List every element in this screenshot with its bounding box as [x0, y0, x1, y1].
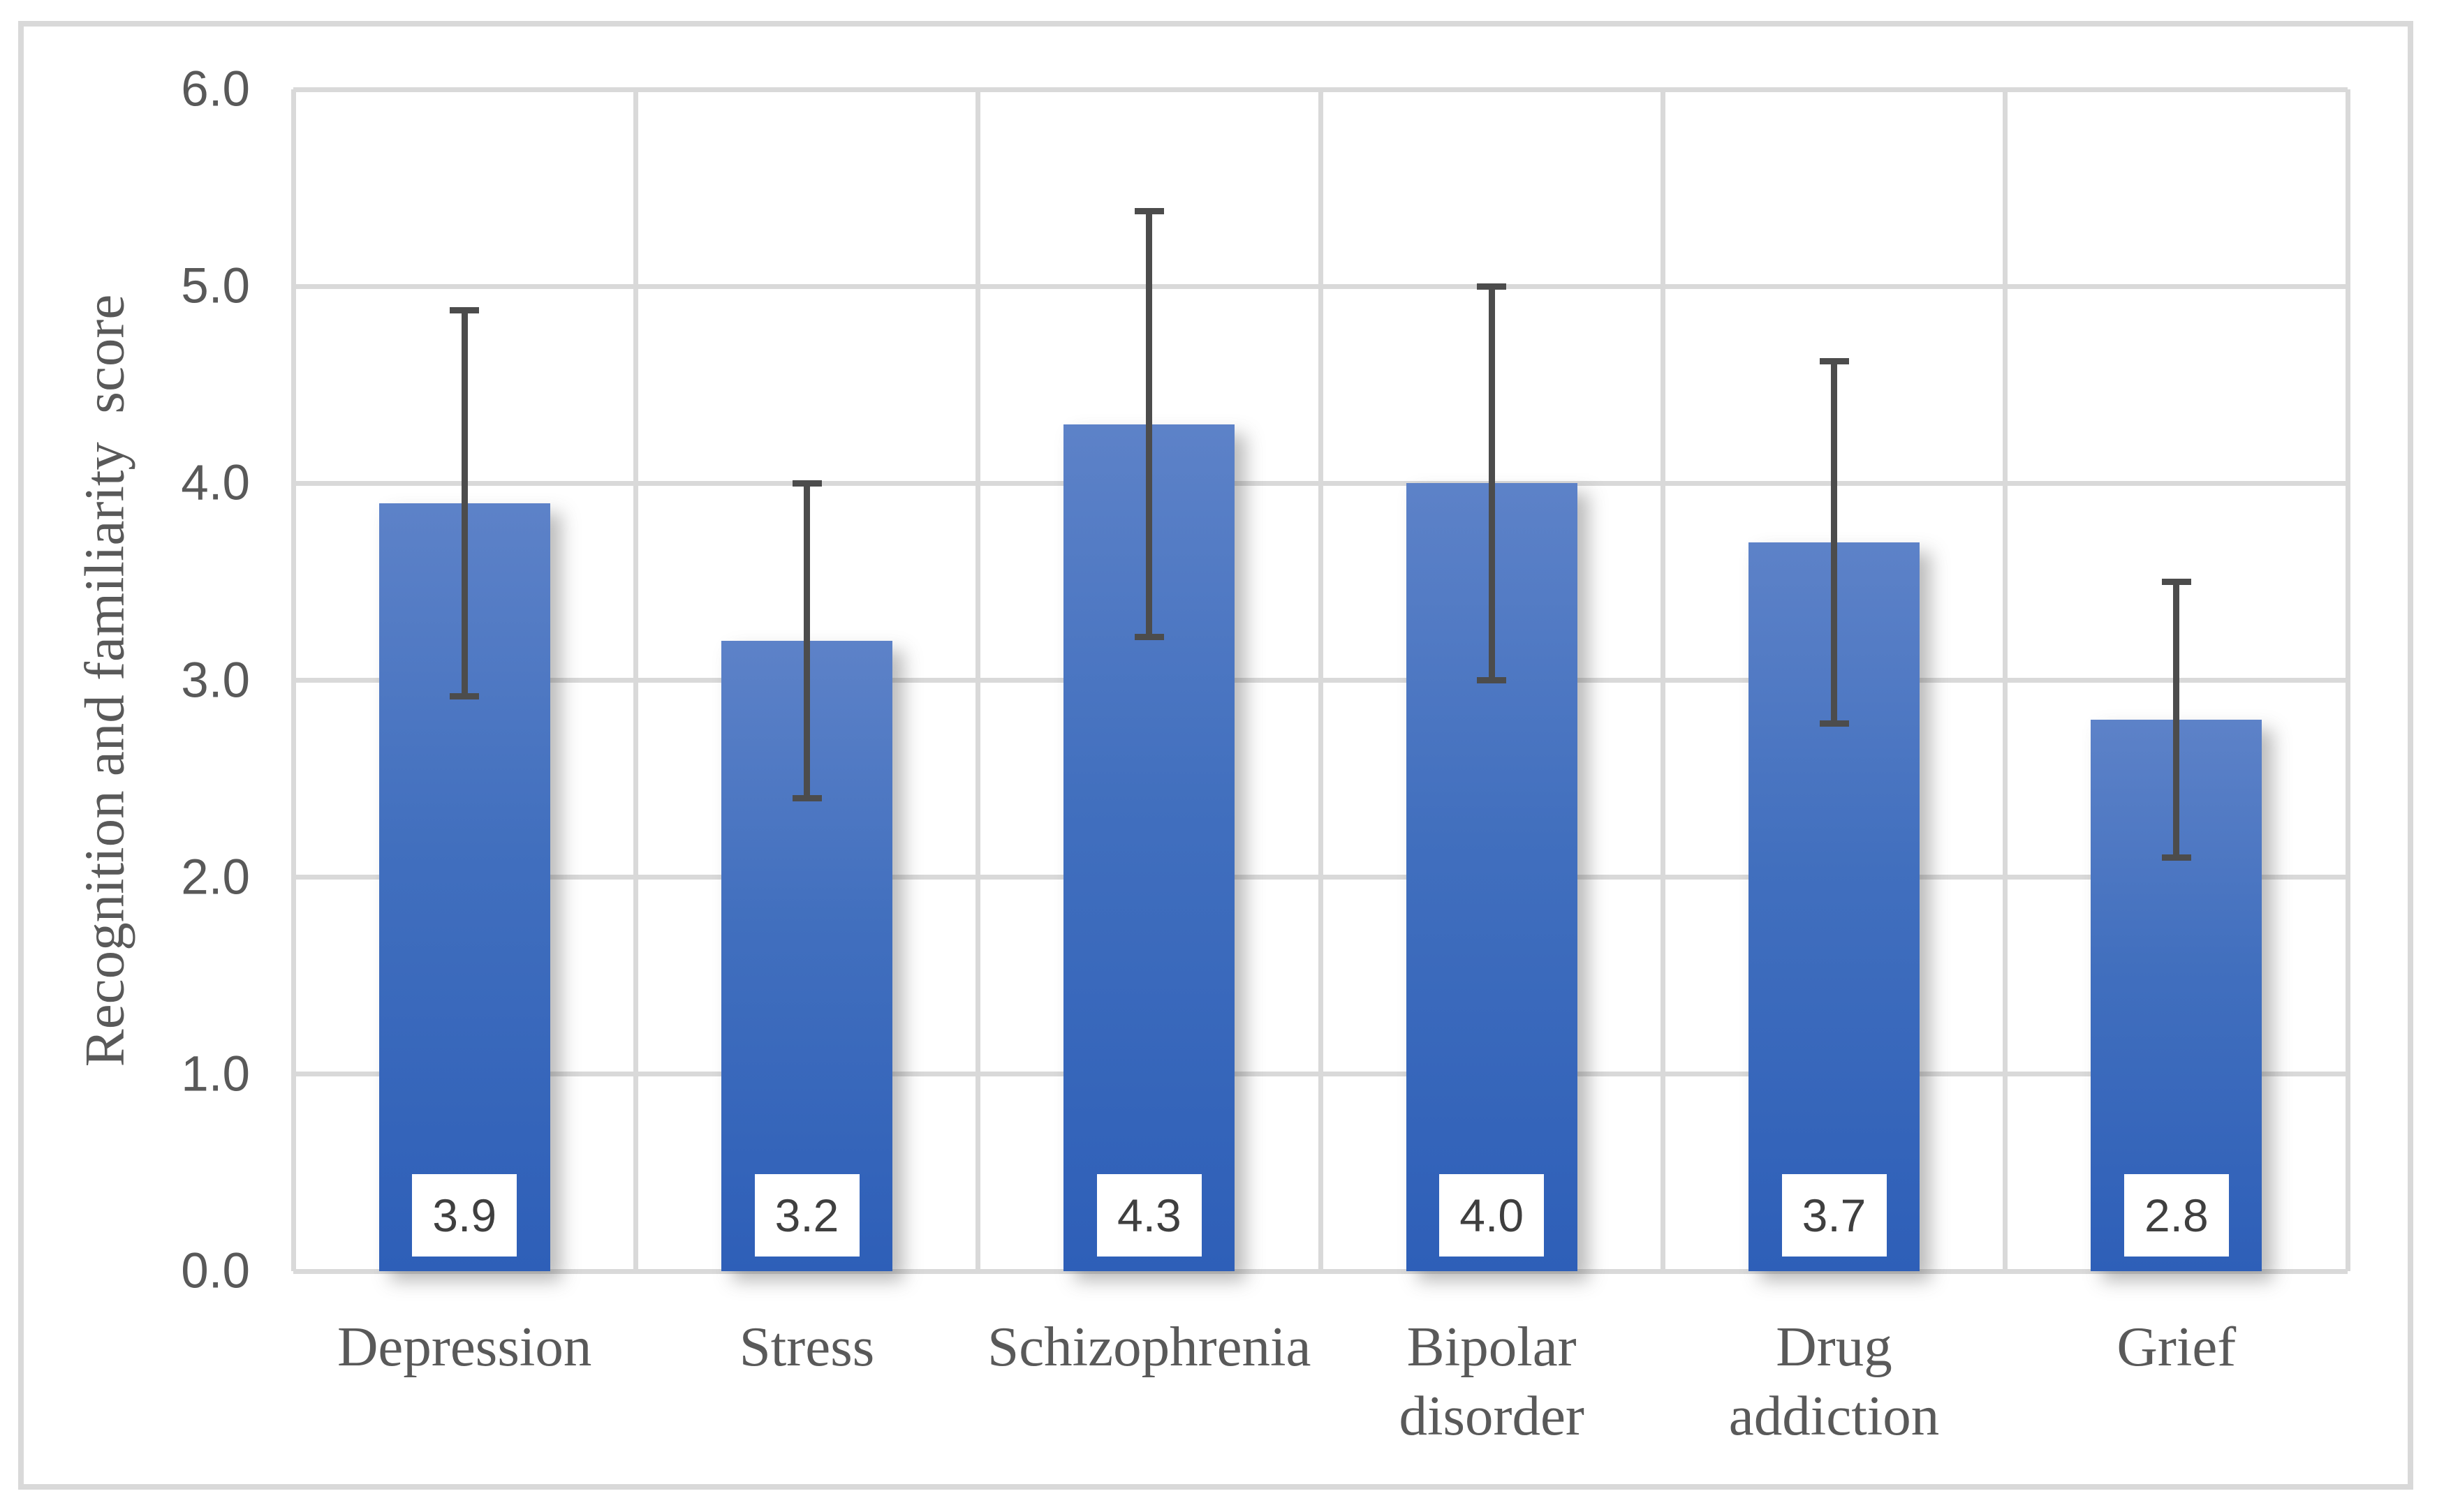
error-bar-bottom-cap [2161, 854, 2191, 861]
x-axis-category-label: Schizophrenia [987, 1315, 1311, 1378]
y-axis-tick-label: 5.0 [181, 258, 250, 314]
y-axis-tick-label: 2.0 [181, 850, 250, 905]
x-axis-category-label: Drug addiction [1728, 1315, 1940, 1447]
vertical-gridline [290, 89, 296, 1271]
error-bar-bottom-cap [1134, 633, 1164, 640]
vertical-gridline [1660, 89, 1665, 1271]
error-bar-stem [1831, 361, 1837, 724]
error-bar-stem [1488, 286, 1495, 681]
x-axis-category-label: Stress [739, 1315, 875, 1378]
horizontal-gridline [293, 1268, 2348, 1274]
error-bar-bottom-cap [450, 692, 480, 699]
x-axis-category-label: Grief [2116, 1315, 2237, 1378]
y-axis-tick-label: 0.0 [181, 1243, 250, 1299]
vertical-gridline [975, 89, 981, 1271]
y-axis-tick-label: 1.0 [181, 1046, 250, 1102]
error-bar-bottom-cap [1477, 677, 1507, 683]
x-axis-category-label: Bipolar disorder [1399, 1315, 1584, 1447]
error-bar-stem [804, 483, 810, 799]
x-axis-category-label: Depression [337, 1315, 592, 1378]
bar-value-label: 4.3 [1096, 1174, 1202, 1257]
vertical-gridline [2003, 89, 2008, 1271]
error-bar-bottom-cap [1819, 720, 1849, 727]
error-bar-top-cap [1134, 208, 1164, 215]
error-bar-top-cap [1477, 283, 1507, 290]
bar-value-label: 3.9 [412, 1174, 517, 1257]
error-bar-bottom-cap [792, 795, 822, 802]
error-bar-top-cap [792, 480, 822, 487]
error-bar-top-cap [2161, 578, 2191, 585]
bar-value-label: 3.7 [1781, 1174, 1887, 1257]
error-bar-stem [1146, 211, 1153, 637]
vertical-gridline [633, 89, 638, 1271]
vertical-gridline [2345, 89, 2350, 1271]
error-bar-stem [461, 310, 468, 697]
error-bar-stem [2173, 581, 2180, 858]
bar-value-label: 2.8 [2123, 1174, 2229, 1257]
error-bar-top-cap [450, 306, 480, 313]
y-axis-tick-label: 4.0 [181, 455, 250, 511]
bar-value-label: 3.2 [754, 1174, 860, 1257]
y-axis-tick-label: 3.0 [181, 653, 250, 708]
y-axis-tick-label: 6.0 [181, 61, 250, 117]
vertical-gridline [1318, 89, 1323, 1271]
bar-value-label: 4.0 [1439, 1174, 1545, 1257]
error-bar-top-cap [1819, 357, 1849, 364]
